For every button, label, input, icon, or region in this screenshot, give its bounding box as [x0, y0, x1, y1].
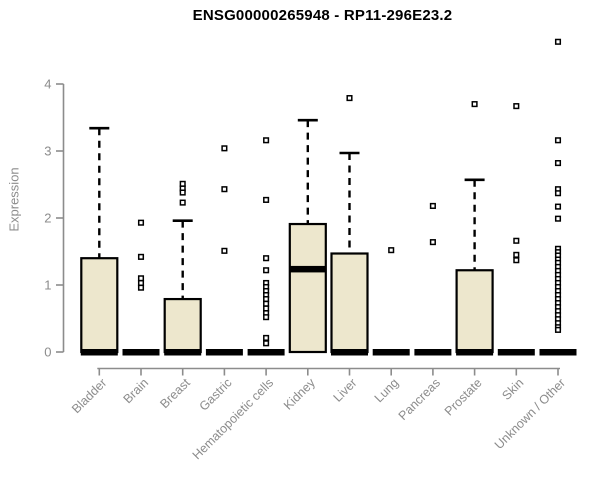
collapsed-box	[539, 349, 577, 356]
x-category-label: Pancreas	[396, 376, 443, 423]
collapsed-box	[497, 349, 535, 356]
y-tick-label: 1	[44, 278, 51, 293]
x-category-label: Bladder	[69, 376, 109, 416]
x-category-label: Brain	[121, 376, 152, 407]
outlier-point	[263, 340, 270, 347]
collapsed-box	[372, 349, 410, 356]
outlier-point	[221, 145, 228, 152]
outlier-point	[388, 247, 395, 254]
median-line	[331, 349, 368, 356]
box	[455, 269, 494, 354]
outlier-point	[221, 186, 228, 193]
outlier-point	[554, 215, 562, 222]
outlier-point	[513, 103, 520, 110]
median-line	[164, 349, 202, 356]
outlier-point	[263, 137, 270, 144]
x-category-label: Liver	[331, 376, 360, 405]
outlier-point	[137, 219, 145, 226]
outlier-point	[263, 300, 270, 307]
x-category-label: Hematopoietic cells	[190, 376, 277, 463]
y-tick-label: 0	[44, 345, 51, 360]
outlier-point	[263, 305, 270, 312]
outlier-point	[263, 255, 270, 262]
outlier-point	[263, 196, 270, 203]
outlier-point	[221, 247, 228, 254]
y-tick-label: 3	[44, 144, 51, 159]
outlier-point	[263, 334, 270, 341]
y-tick-label: 2	[44, 211, 51, 226]
outlier-point	[471, 101, 478, 108]
outlier-point	[137, 284, 145, 291]
outlier-point	[554, 137, 562, 144]
box	[330, 252, 369, 354]
x-category-label: Skin	[499, 376, 526, 403]
collapsed-box	[205, 349, 243, 356]
chart-title: ENSG00000265948 - RP11-296E23.2	[192, 7, 453, 24]
outlier-point	[554, 203, 562, 210]
outlier-point	[137, 253, 145, 260]
outlier-point	[429, 239, 436, 246]
box	[163, 297, 202, 354]
x-category-label: Gastric	[197, 376, 235, 414]
outlier-point	[429, 202, 436, 209]
outlier-point	[346, 95, 353, 102]
collapsed-box	[414, 349, 452, 356]
outlier-point	[179, 189, 186, 196]
x-category-label: Unknown / Other	[492, 376, 568, 452]
box	[288, 222, 327, 354]
x-category-label: Prostate	[442, 376, 485, 419]
median-line	[80, 349, 118, 356]
outlier-point	[554, 326, 562, 333]
outlier-point	[554, 38, 562, 45]
outlier-point	[179, 199, 186, 206]
outlier-point	[513, 237, 520, 244]
collapsed-box	[247, 349, 285, 356]
outlier-point	[513, 257, 520, 264]
collapsed-box	[122, 349, 160, 356]
x-category-label: Kidney	[281, 375, 318, 412]
outlier-point	[263, 267, 270, 274]
outlier-point	[263, 296, 270, 303]
y-tick-label: 4	[44, 77, 51, 92]
median-line	[456, 349, 494, 356]
x-category-label: Lung	[372, 376, 402, 406]
outlier-point	[263, 314, 270, 321]
median-line	[289, 265, 327, 273]
box	[80, 257, 119, 354]
outlier-point	[137, 279, 145, 287]
outlier-point	[513, 251, 520, 258]
outlier-point	[554, 190, 562, 197]
x-category-label: Breast	[157, 375, 193, 411]
outlier-point	[137, 275, 145, 282]
outlier-point	[554, 160, 562, 167]
outlier-point	[179, 180, 186, 187]
